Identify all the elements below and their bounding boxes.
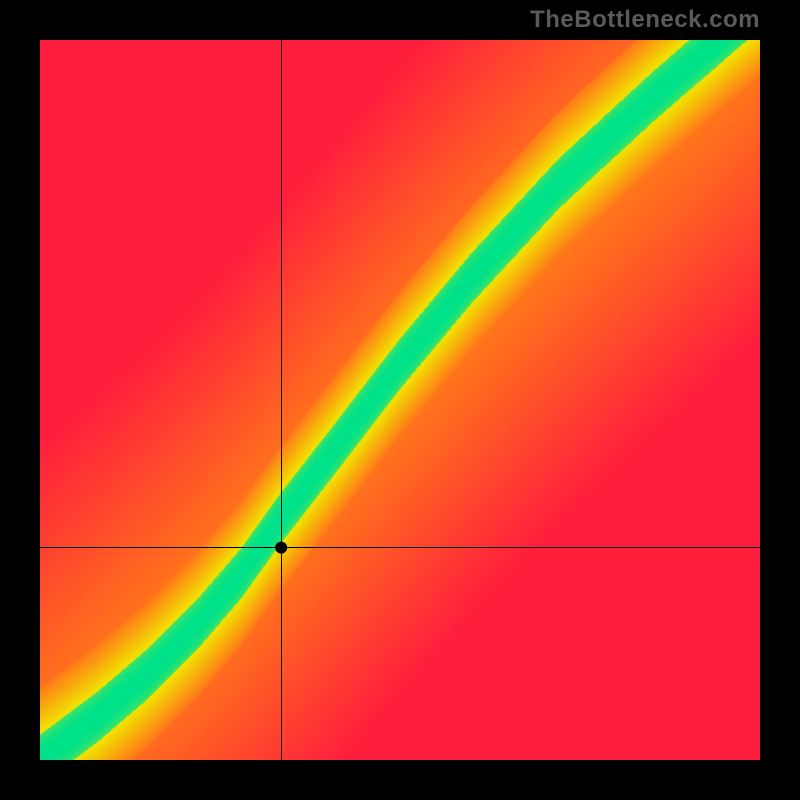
watermark-text: TheBottleneck.com — [530, 6, 760, 34]
crosshair-vertical — [281, 40, 282, 760]
crosshair-horizontal — [40, 547, 760, 548]
plot-area — [40, 40, 760, 760]
heatmap-canvas — [40, 40, 760, 760]
chart-container: TheBottleneck.com — [0, 0, 800, 800]
